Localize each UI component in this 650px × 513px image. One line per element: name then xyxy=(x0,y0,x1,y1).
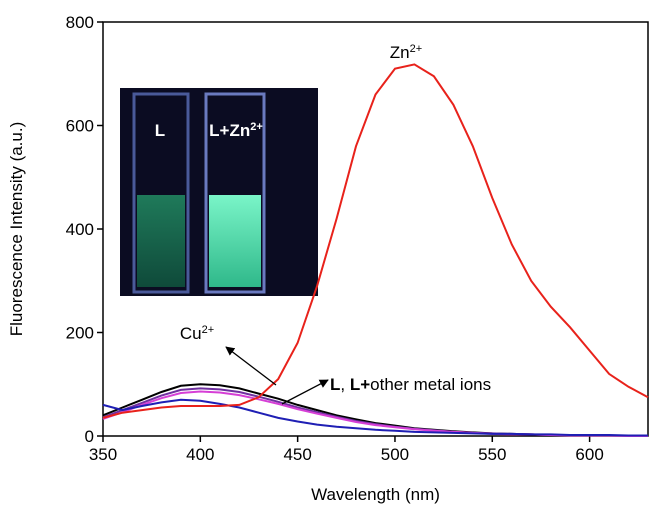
annotation-part: L xyxy=(330,375,340,394)
inset-label-part: L xyxy=(155,121,165,140)
y-tick-label: 400 xyxy=(66,220,94,239)
annotation-part: , xyxy=(340,375,349,394)
annotation-part: Zn xyxy=(390,43,410,62)
x-tick-label: 350 xyxy=(89,445,117,464)
annotation-part: Cu xyxy=(180,324,202,343)
arrow xyxy=(225,346,277,386)
x-axis-label: Wavelength (nm) xyxy=(311,485,440,504)
series-line xyxy=(102,398,648,437)
x-tick-label: 400 xyxy=(186,445,214,464)
x-tick-label: 500 xyxy=(381,445,409,464)
annotation-part: other metal ions xyxy=(370,375,491,394)
x-tick-label: 600 xyxy=(575,445,603,464)
inset-label: L+Zn2+ xyxy=(209,121,263,140)
inset-label: L xyxy=(155,121,165,140)
annotation-part: 2+ xyxy=(202,324,215,336)
y-axis-label: Fluorescence Intensity (a.u.) xyxy=(7,122,26,336)
y-tick-label: 0 xyxy=(85,427,94,446)
y-tick-label: 600 xyxy=(66,117,94,136)
annotation-part: + xyxy=(360,375,370,394)
series-line xyxy=(102,63,649,419)
inset-label-part: L+Zn xyxy=(209,121,250,140)
annotation-part: 2+ xyxy=(410,43,423,55)
x-tick-label: 450 xyxy=(283,445,311,464)
annotation: L, L+other metal ions xyxy=(330,375,491,394)
x-tick-label: 550 xyxy=(478,445,506,464)
inset-label-part: 2+ xyxy=(250,121,263,133)
annotation: Cu2+ xyxy=(180,324,214,343)
annotation-part: L xyxy=(350,375,360,394)
arrow xyxy=(281,379,329,405)
inset-photo xyxy=(120,88,318,296)
annotation: Zn2+ xyxy=(390,43,422,62)
y-tick-label: 200 xyxy=(66,324,94,343)
y-tick-label: 800 xyxy=(66,13,94,32)
